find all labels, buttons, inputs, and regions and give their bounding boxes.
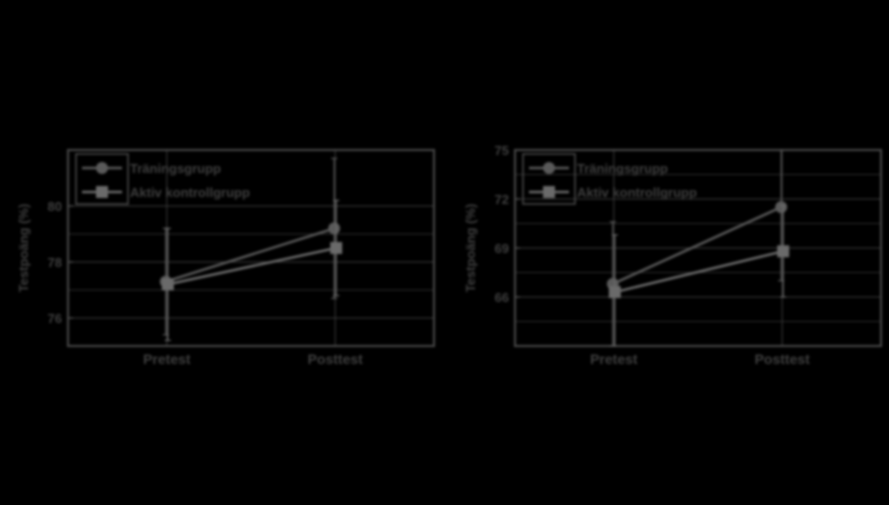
plot-frame xyxy=(67,149,435,347)
x-tick-label: Pretest xyxy=(590,351,638,367)
y-tick-label: 76 xyxy=(48,311,62,326)
plot-group: 76 78 80 Pretest Posttest Testpoäng (%) Tränin… xyxy=(16,149,435,367)
y-axis-label: Testpoäng (%) xyxy=(463,204,478,293)
y-tick-label: 69 xyxy=(495,241,509,256)
y-tick-label: 75 xyxy=(495,143,509,158)
y-tick-label: 80 xyxy=(48,199,62,214)
data-point xyxy=(328,222,341,235)
data-point xyxy=(608,286,621,299)
chart-right-svg: 66 69 72 75 Pretest Posttest Testpoäng (%) Trän… xyxy=(463,143,882,367)
plot-group: 66 69 72 75 Pretest Posttest Testpoäng (%) Trän… xyxy=(463,143,882,367)
series-line xyxy=(614,250,784,294)
legend-marker xyxy=(96,162,108,174)
y-axis-label: Testpoäng (%) xyxy=(16,204,31,293)
data-point xyxy=(775,201,788,214)
legend-marker xyxy=(96,186,108,198)
chart-left: 76 78 80 Pretest Posttest Testpoäng (%) Tränin… xyxy=(0,0,445,500)
x-tick-label: Pretest xyxy=(143,351,191,367)
x-tick-label: Posttest xyxy=(308,351,364,367)
series-line xyxy=(612,206,782,286)
legend-box xyxy=(522,153,576,205)
series-line xyxy=(167,246,337,286)
legend-label: Aktiv kontrollgrupp xyxy=(130,185,250,200)
chart-right: 66 69 72 75 Pretest Posttest Testpoäng (%) Trän… xyxy=(445,0,889,500)
series-line xyxy=(165,227,335,283)
legend-marker xyxy=(543,186,555,198)
data-point xyxy=(777,245,790,258)
data-point xyxy=(330,242,343,254)
legend-label: Träningsgrupp xyxy=(577,161,668,176)
legend-label: Träningsgrupp xyxy=(130,161,221,176)
legend-label: Aktiv kontrollgrupp xyxy=(577,185,697,200)
y-tick-label: 78 xyxy=(48,255,62,270)
legend-box xyxy=(75,153,129,205)
y-tick-label: 66 xyxy=(495,290,509,305)
x-tick-label: Posttest xyxy=(755,351,811,367)
data-point xyxy=(161,278,174,291)
chart-left-svg: 76 78 80 Pretest Posttest Testpoäng (%) Tränin… xyxy=(16,149,435,367)
y-tick-label: 72 xyxy=(495,192,509,207)
legend-marker xyxy=(543,162,555,174)
